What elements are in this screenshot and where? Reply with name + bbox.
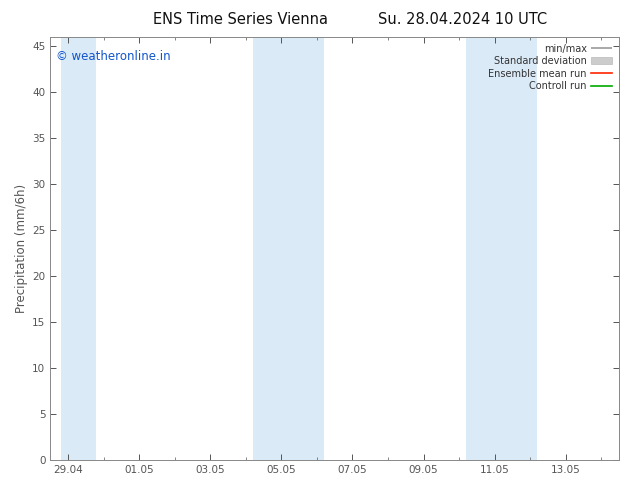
Bar xyxy=(61,37,96,460)
Text: ENS Time Series Vienna: ENS Time Series Vienna xyxy=(153,12,328,27)
Text: Su. 28.04.2024 10 UTC: Su. 28.04.2024 10 UTC xyxy=(378,12,547,27)
Y-axis label: Precipitation (mm/6h): Precipitation (mm/6h) xyxy=(15,184,28,313)
Bar xyxy=(253,37,324,460)
Legend: min/max, Standard deviation, Ensemble mean run, Controll run: min/max, Standard deviation, Ensemble me… xyxy=(486,42,614,93)
Text: © weatheronline.in: © weatheronline.in xyxy=(56,50,171,63)
Bar xyxy=(466,37,537,460)
